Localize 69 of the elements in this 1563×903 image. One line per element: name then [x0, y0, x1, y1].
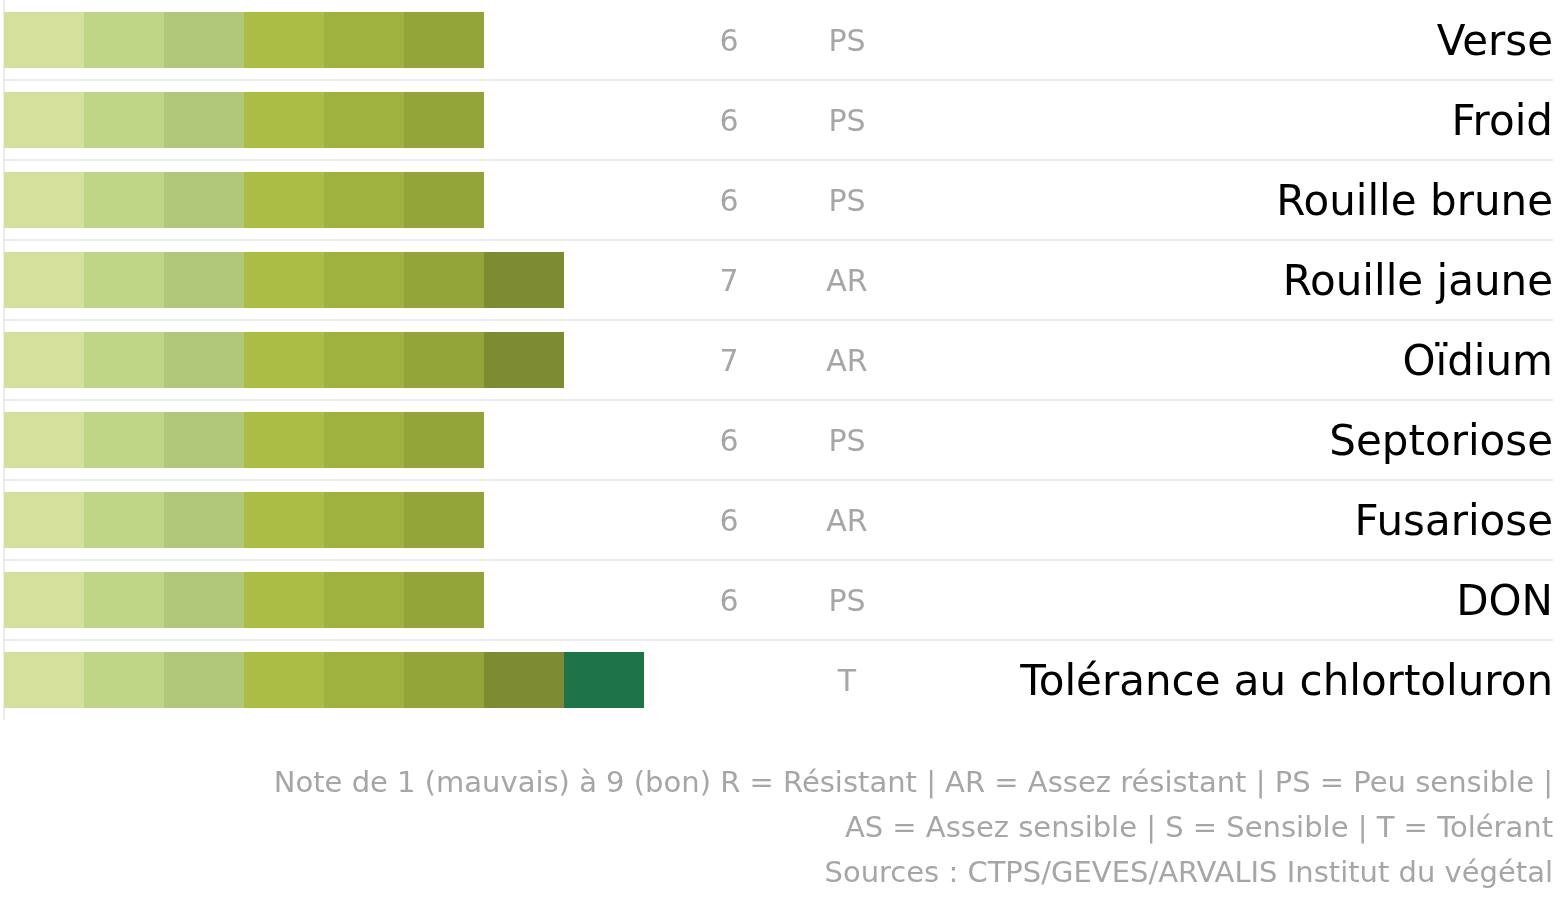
bar	[404, 492, 484, 548]
y-tick-label: Rouille jaune	[1282, 255, 1553, 305]
text: AS = Assez sensible | S = Sensible | T = Tolérant	[844, 810, 1553, 845]
y-tick-label: Fusariose	[1354, 495, 1553, 545]
bar	[164, 412, 244, 468]
text: 6	[719, 582, 739, 618]
text: Note de 1 (mauvais) à 9 (bon) R = Résistant | AR = Assez résistant | PS = Peu sensible |	[273, 765, 1553, 800]
text: 6	[719, 22, 739, 58]
bar	[4, 652, 84, 708]
text: PS	[828, 102, 866, 138]
bar	[164, 92, 244, 148]
bar	[164, 172, 244, 228]
bar	[164, 652, 244, 708]
text: AR	[826, 502, 868, 538]
bar	[164, 252, 244, 308]
bar	[84, 572, 164, 628]
y-tick-label: Froid	[1451, 95, 1553, 145]
bar	[84, 332, 164, 388]
bar	[404, 412, 484, 468]
bar	[4, 252, 84, 308]
text: AR	[826, 262, 868, 298]
y-tick-label: Verse	[1436, 15, 1553, 65]
y-tick-label: Septoriose	[1329, 415, 1553, 465]
bar	[404, 652, 484, 708]
y-tick-label: Oïdium	[1402, 335, 1553, 385]
y-tick-label: Rouille brune	[1276, 175, 1553, 225]
text: 7	[719, 342, 739, 378]
bar	[404, 92, 484, 148]
bar	[404, 172, 484, 228]
bar	[484, 332, 564, 388]
bar	[84, 252, 164, 308]
bar	[84, 12, 164, 68]
bar	[404, 252, 484, 308]
bar	[404, 332, 484, 388]
bar	[84, 652, 164, 708]
text: 7	[719, 262, 739, 298]
text: 6	[719, 422, 739, 458]
text: PS	[828, 182, 866, 218]
bar	[164, 332, 244, 388]
bar	[164, 492, 244, 548]
bar	[4, 412, 84, 468]
bar	[4, 12, 84, 68]
text: T	[836, 662, 857, 698]
bar	[404, 12, 484, 68]
bar	[4, 332, 84, 388]
source-note: Sources : CTPS/GEVES/ARVALIS Institut du végétal	[824, 855, 1553, 890]
bar	[164, 572, 244, 628]
bar	[484, 652, 564, 708]
text: PS	[828, 422, 866, 458]
bar	[84, 172, 164, 228]
bar	[4, 172, 84, 228]
bar	[4, 492, 84, 548]
text: PS	[828, 582, 866, 618]
y-tick-label: Tolérance au chlortoluron	[1019, 655, 1553, 705]
bar	[404, 572, 484, 628]
text: PS	[828, 22, 866, 58]
bar	[4, 572, 84, 628]
text: 6	[719, 102, 739, 138]
bar	[84, 412, 164, 468]
text: 6	[719, 502, 739, 538]
bar	[84, 92, 164, 148]
text: AR	[826, 342, 868, 378]
text: 6	[719, 182, 739, 218]
bar	[4, 92, 84, 148]
bar	[164, 12, 244, 68]
y-tick-label: DON	[1456, 575, 1553, 625]
bar	[484, 252, 564, 308]
bar	[564, 652, 644, 708]
bar	[84, 492, 164, 548]
